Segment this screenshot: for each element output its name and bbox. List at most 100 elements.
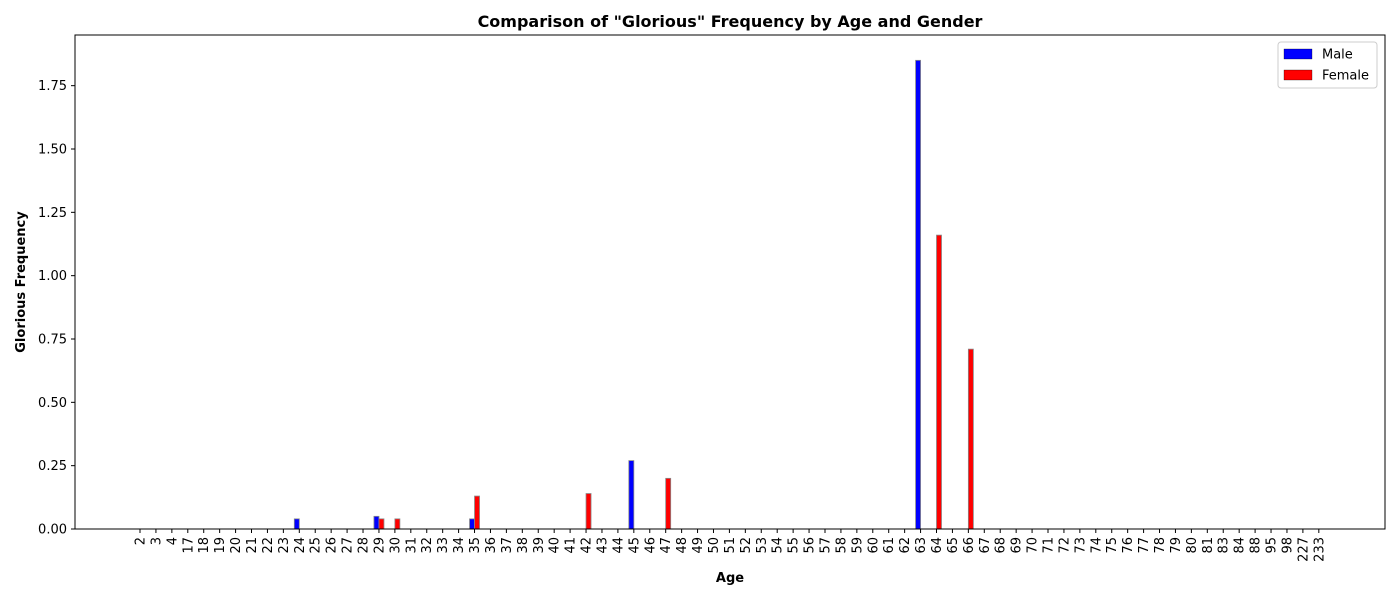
bar-female <box>394 518 401 530</box>
x-tick-label: 63 <box>914 537 929 554</box>
x-tick-label: 19 <box>213 537 228 554</box>
x-tick-label: 48 <box>675 537 690 554</box>
x-tick-label: 98 <box>1280 537 1295 554</box>
x-tick-label: 24 <box>293 537 308 554</box>
legend-label-female: Female <box>1322 69 1369 84</box>
x-tick-label: 74 <box>1089 537 1104 554</box>
y-tick-label: 0.25 <box>38 459 67 474</box>
x-tick-label: 22 <box>261 537 276 554</box>
x-tick-label: 61 <box>882 537 897 554</box>
y-tick-label: 1.50 <box>38 143 67 158</box>
x-tick-label: 42 <box>580 537 595 554</box>
x-tick-label: 59 <box>850 537 865 554</box>
x-tick-label: 95 <box>1265 537 1280 554</box>
x-tick-label: 4 <box>165 537 180 545</box>
x-tick-label: 67 <box>978 537 993 554</box>
x-tick-label: 79 <box>1169 537 1184 554</box>
x-tick-label: 227 <box>1296 537 1311 562</box>
x-axis-label: Age <box>716 571 744 586</box>
bar-female <box>936 234 942 530</box>
x-tick-label: 76 <box>1121 537 1136 554</box>
legend-swatch-female <box>1283 69 1313 81</box>
x-tick-label: 69 <box>1010 537 1025 554</box>
x-tick-label: 53 <box>755 537 770 554</box>
x-tick-label: 31 <box>404 537 419 554</box>
x-tick-label: 55 <box>787 537 802 554</box>
x-tick-label: 49 <box>691 537 706 554</box>
bar-male <box>628 460 635 530</box>
x-axis-ticks: 2 3 4 17 18 19 20 21 22 23 24 25 26 27 28 29 30 31 32 33 34 3… <box>134 529 1327 562</box>
y-tick-label: 1.00 <box>38 269 67 284</box>
x-tick-label: 81 <box>1201 537 1216 554</box>
x-tick-label: 88 <box>1249 537 1264 554</box>
x-tick-label: 46 <box>643 537 658 554</box>
bar-male <box>293 518 300 530</box>
y-tick-label: 0.50 <box>38 396 67 411</box>
x-tick-label: 20 <box>229 537 244 554</box>
x-tick-label: 40 <box>548 537 563 554</box>
x-tick-label: 80 <box>1185 537 1200 554</box>
y-tick-label: 0.00 <box>38 523 67 538</box>
x-tick-label: 77 <box>1137 537 1152 554</box>
x-tick-label: 71 <box>1042 537 1057 554</box>
x-tick-label: 32 <box>420 537 435 554</box>
x-tick-label: 52 <box>739 537 754 554</box>
x-tick-label: 233 <box>1312 537 1327 562</box>
x-tick-label: 45 <box>627 537 642 554</box>
chart-title: Comparison of "Glorious" Frequency by Ag… <box>478 12 983 31</box>
x-tick-label: 75 <box>1105 537 1120 554</box>
x-tick-label: 30 <box>388 537 403 554</box>
x-tick-label: 84 <box>1233 537 1248 554</box>
bar-male <box>915 59 921 530</box>
y-axis-label: Glorious Frequency <box>14 211 29 353</box>
x-tick-label: 44 <box>611 537 626 554</box>
y-tick-label: 0.75 <box>38 333 67 348</box>
x-tick-label: 62 <box>898 537 913 554</box>
x-tick-label: 43 <box>595 537 610 554</box>
x-tick-label: 57 <box>818 537 833 554</box>
bar-male <box>373 515 380 530</box>
x-tick-label: 2 <box>134 537 149 545</box>
x-tick-label: 23 <box>277 537 292 554</box>
legend-label-male: Male <box>1322 48 1353 63</box>
x-tick-label: 56 <box>803 537 818 554</box>
x-tick-label: 60 <box>866 537 881 554</box>
x-tick-label: 28 <box>357 537 372 554</box>
x-tick-label: 65 <box>946 537 961 554</box>
x-tick-label: 51 <box>723 537 738 554</box>
x-tick-label: 3 <box>149 537 164 545</box>
plot-frame <box>74 34 1386 530</box>
bar-male <box>469 518 475 530</box>
x-tick-label: 54 <box>771 537 786 554</box>
x-tick-label: 33 <box>436 537 451 554</box>
x-tick-label: 68 <box>994 537 1009 554</box>
x-tick-label: 64 <box>930 537 945 554</box>
y-tick-label: 1.75 <box>38 79 67 94</box>
x-tick-label: 21 <box>245 537 260 554</box>
legend-swatch-male <box>1283 48 1313 60</box>
x-tick-label: 35 <box>468 537 483 554</box>
bars <box>134 59 1324 530</box>
x-tick-label: 47 <box>659 537 674 554</box>
x-tick-label: 41 <box>564 537 579 554</box>
x-tick-label: 38 <box>516 537 531 554</box>
x-tick-label: 50 <box>707 537 722 554</box>
y-tick-label: 1.25 <box>38 206 67 221</box>
x-tick-label: 29 <box>372 537 387 554</box>
bar-female <box>967 348 974 530</box>
x-tick-label: 39 <box>532 537 547 554</box>
x-tick-label: 27 <box>341 537 356 554</box>
x-tick-label: 34 <box>452 537 467 554</box>
x-tick-label: 73 <box>1073 537 1088 554</box>
x-tick-label: 58 <box>834 537 849 554</box>
x-tick-label: 66 <box>962 537 977 554</box>
bar-female <box>378 518 385 530</box>
x-tick-label: 83 <box>1217 537 1232 554</box>
bar-female <box>665 477 672 530</box>
x-tick-label: 70 <box>1026 537 1041 554</box>
x-tick-label: 78 <box>1153 537 1168 554</box>
y-axis-ticks: 0.00 0.25 0.50 0.75 1.00 1.25 1.50 1.75 <box>38 79 75 538</box>
x-tick-label: 25 <box>309 537 324 554</box>
x-tick-label: 18 <box>197 537 212 554</box>
